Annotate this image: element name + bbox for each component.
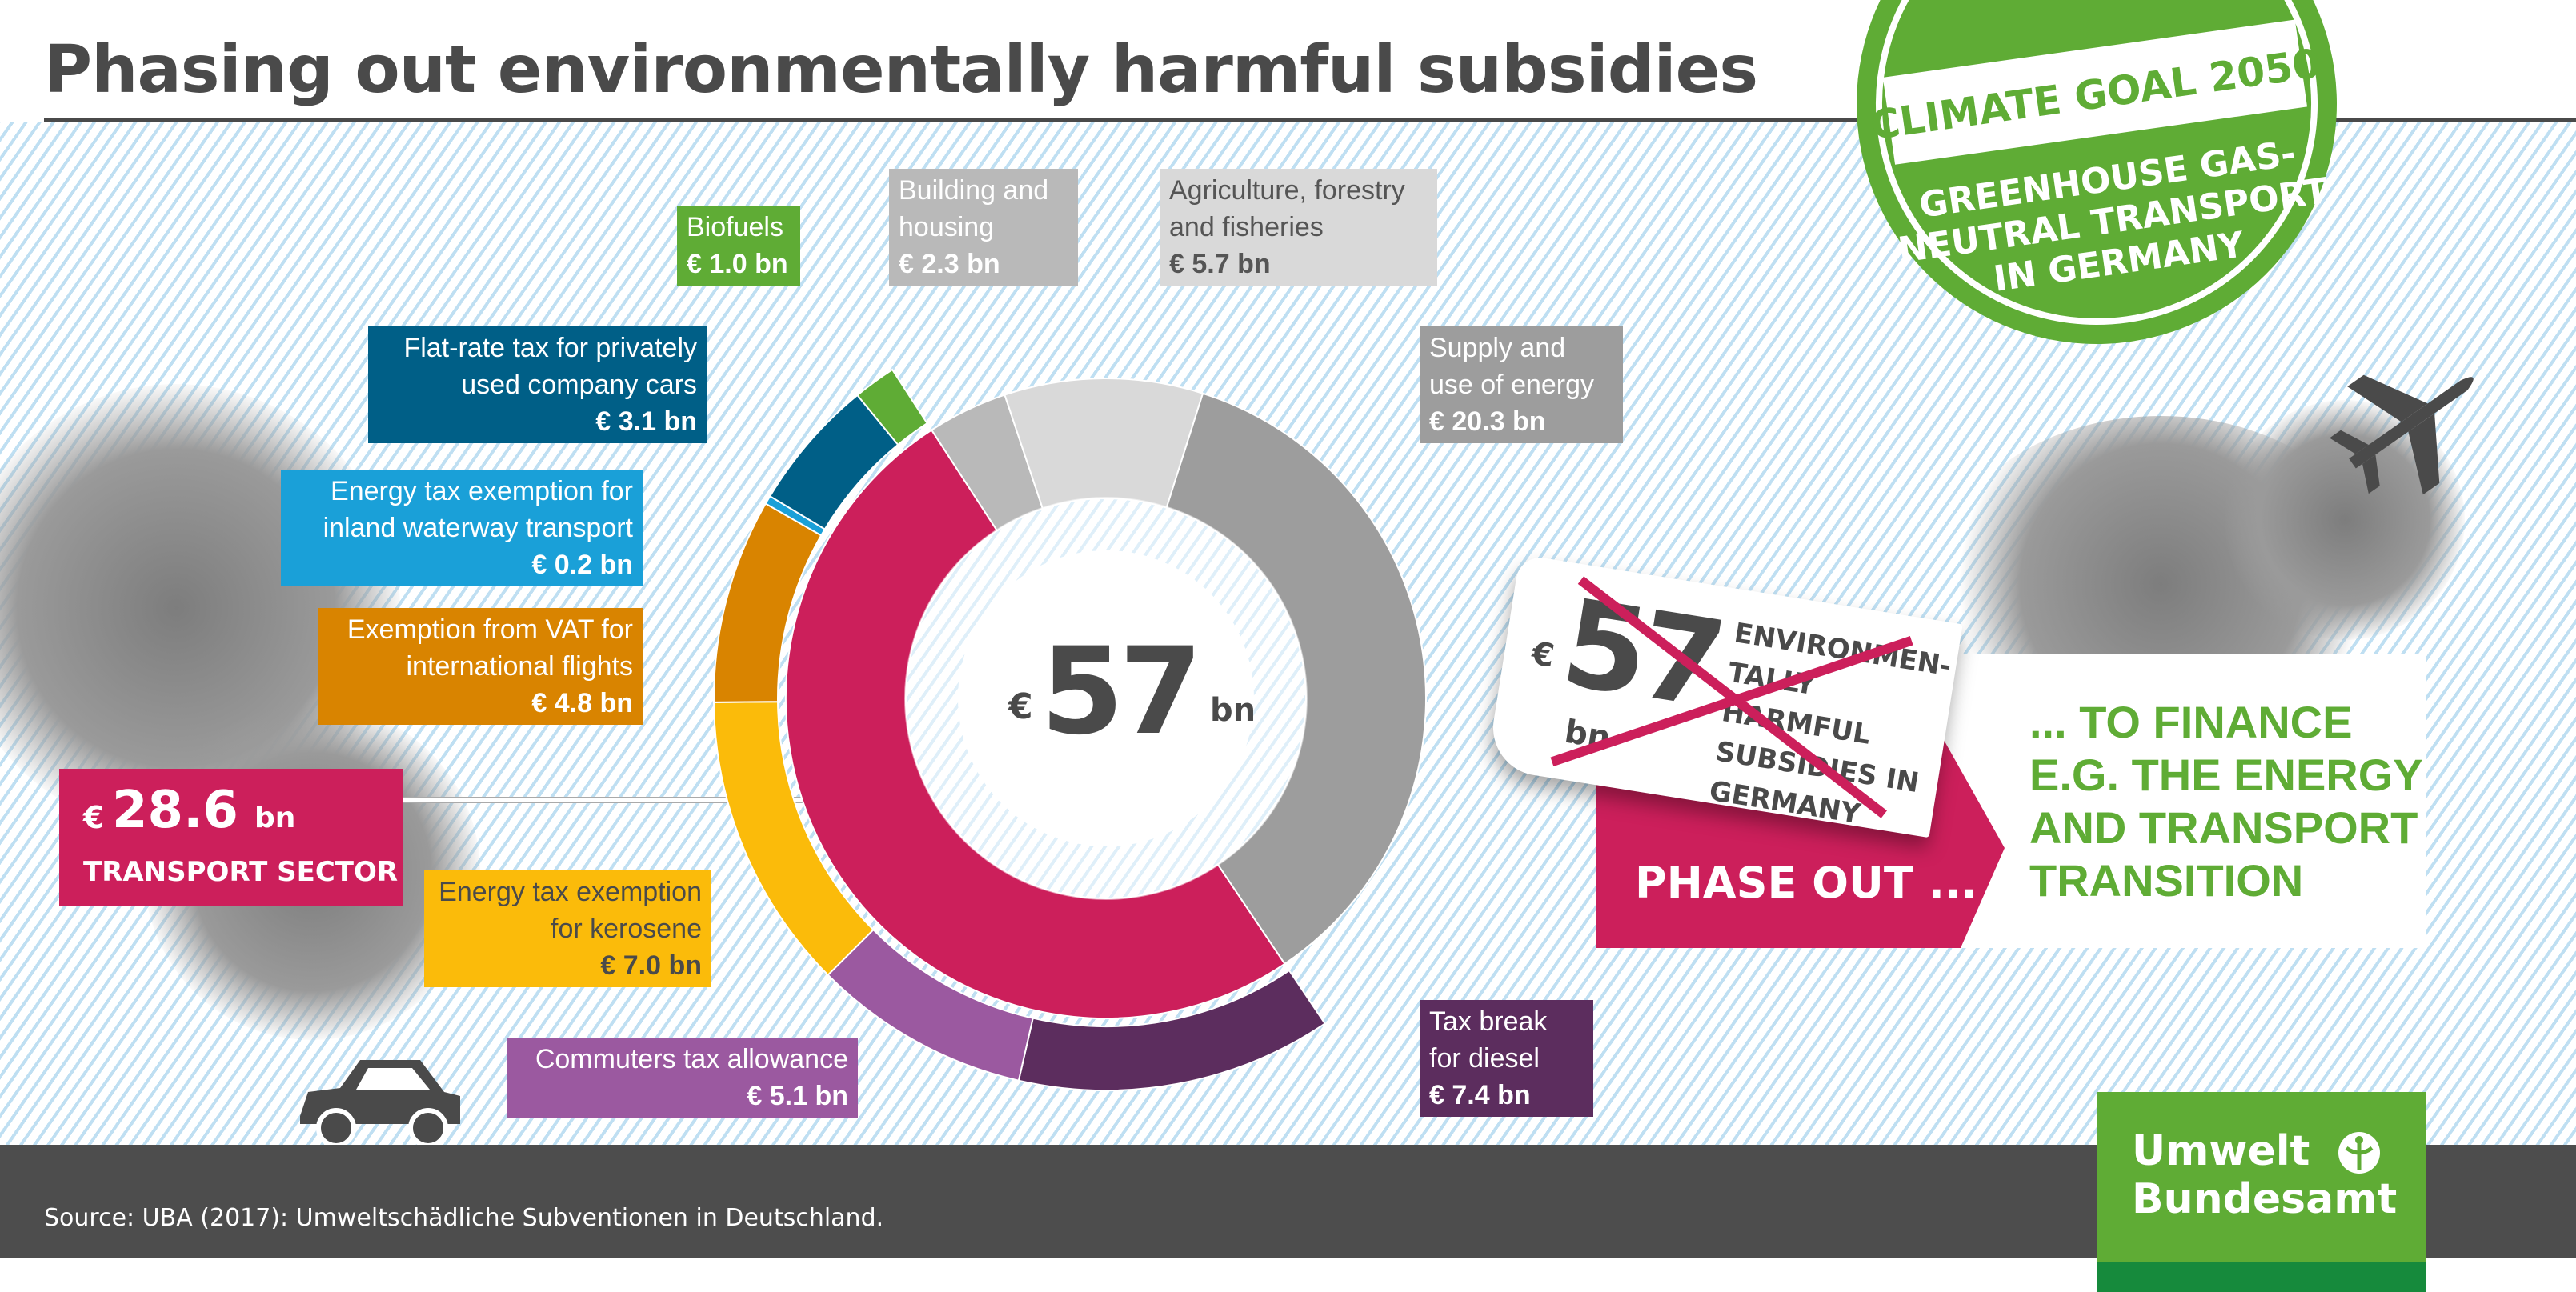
uba-logo: Umwelt Bundesamt <box>2097 1092 2426 1292</box>
label-building: Building and housing € 2.3 bn <box>889 169 1078 286</box>
logo-stripe <box>2097 1262 2426 1292</box>
label-energy: Supply and use of energy € 20.3 bn <box>1420 326 1623 443</box>
title-underline <box>44 118 2576 122</box>
center-currency: € <box>1008 686 1033 727</box>
center-unit: bn <box>1210 692 1256 729</box>
label-waterway: Energy tax exemption for inland waterway… <box>281 470 643 586</box>
logo-figure-icon <box>2338 1132 2380 1174</box>
transport-total-box: € 28.6 bn TRANSPORT SECTOR <box>59 769 403 906</box>
transport-unit: bn <box>254 802 296 834</box>
label-company-cars: Flat-rate tax for privately used company… <box>368 326 707 443</box>
airplane-icon <box>2330 374 2474 495</box>
logo-text: Umwelt Bundesamt <box>2132 1127 2398 1223</box>
phase-out-text: PHASE OUT ... <box>1635 858 1978 908</box>
donut-center-disk <box>958 550 1254 846</box>
label-biofuels: Biofuels € 1.0 bn <box>677 206 800 286</box>
stamp: CLIMATE GOAL 2050 GREENHOUSE GAS-NEUTRAL… <box>1857 0 2337 344</box>
transport-amount: 28.6 <box>112 781 238 840</box>
center-value: 57 <box>1040 622 1203 762</box>
transport-label: TRANSPORT SECTOR <box>83 856 399 888</box>
finance-panel <box>1914 654 2426 948</box>
center-total: € 57 bn <box>1000 632 1264 768</box>
transport-currency: € <box>83 800 105 835</box>
source-note: Source: UBA (2017): Umweltschädliche Sub… <box>44 1204 884 1232</box>
finance-text: ... TO FINANCE E.G. THE ENERGY AND TRANS… <box>2029 697 2423 906</box>
label-agriculture: Agriculture, forestry and fisheries € 5.7… <box>1160 169 1437 286</box>
crossed-sticker: € 57 bn ENVIRONMEN- TALLY HARMFUL SUBSID… <box>1486 554 1963 838</box>
label-commuters: Commuters tax allowance € 5.1 bn <box>507 1038 858 1118</box>
page-title: Phasing out environmentally harmful subs… <box>44 32 1758 108</box>
outer-segment-6 <box>856 368 929 446</box>
car-icon <box>300 1060 460 1148</box>
label-kerosene: Energy tax exemption for kerosene € 7.0 b… <box>424 870 711 987</box>
cross-mark-icon <box>1550 576 1913 818</box>
leader-line <box>400 797 816 803</box>
label-diesel: Tax break for diesel € 7.4 bn <box>1420 1000 1593 1117</box>
label-vat-flights: Exemption from VAT for international fli… <box>318 608 643 725</box>
